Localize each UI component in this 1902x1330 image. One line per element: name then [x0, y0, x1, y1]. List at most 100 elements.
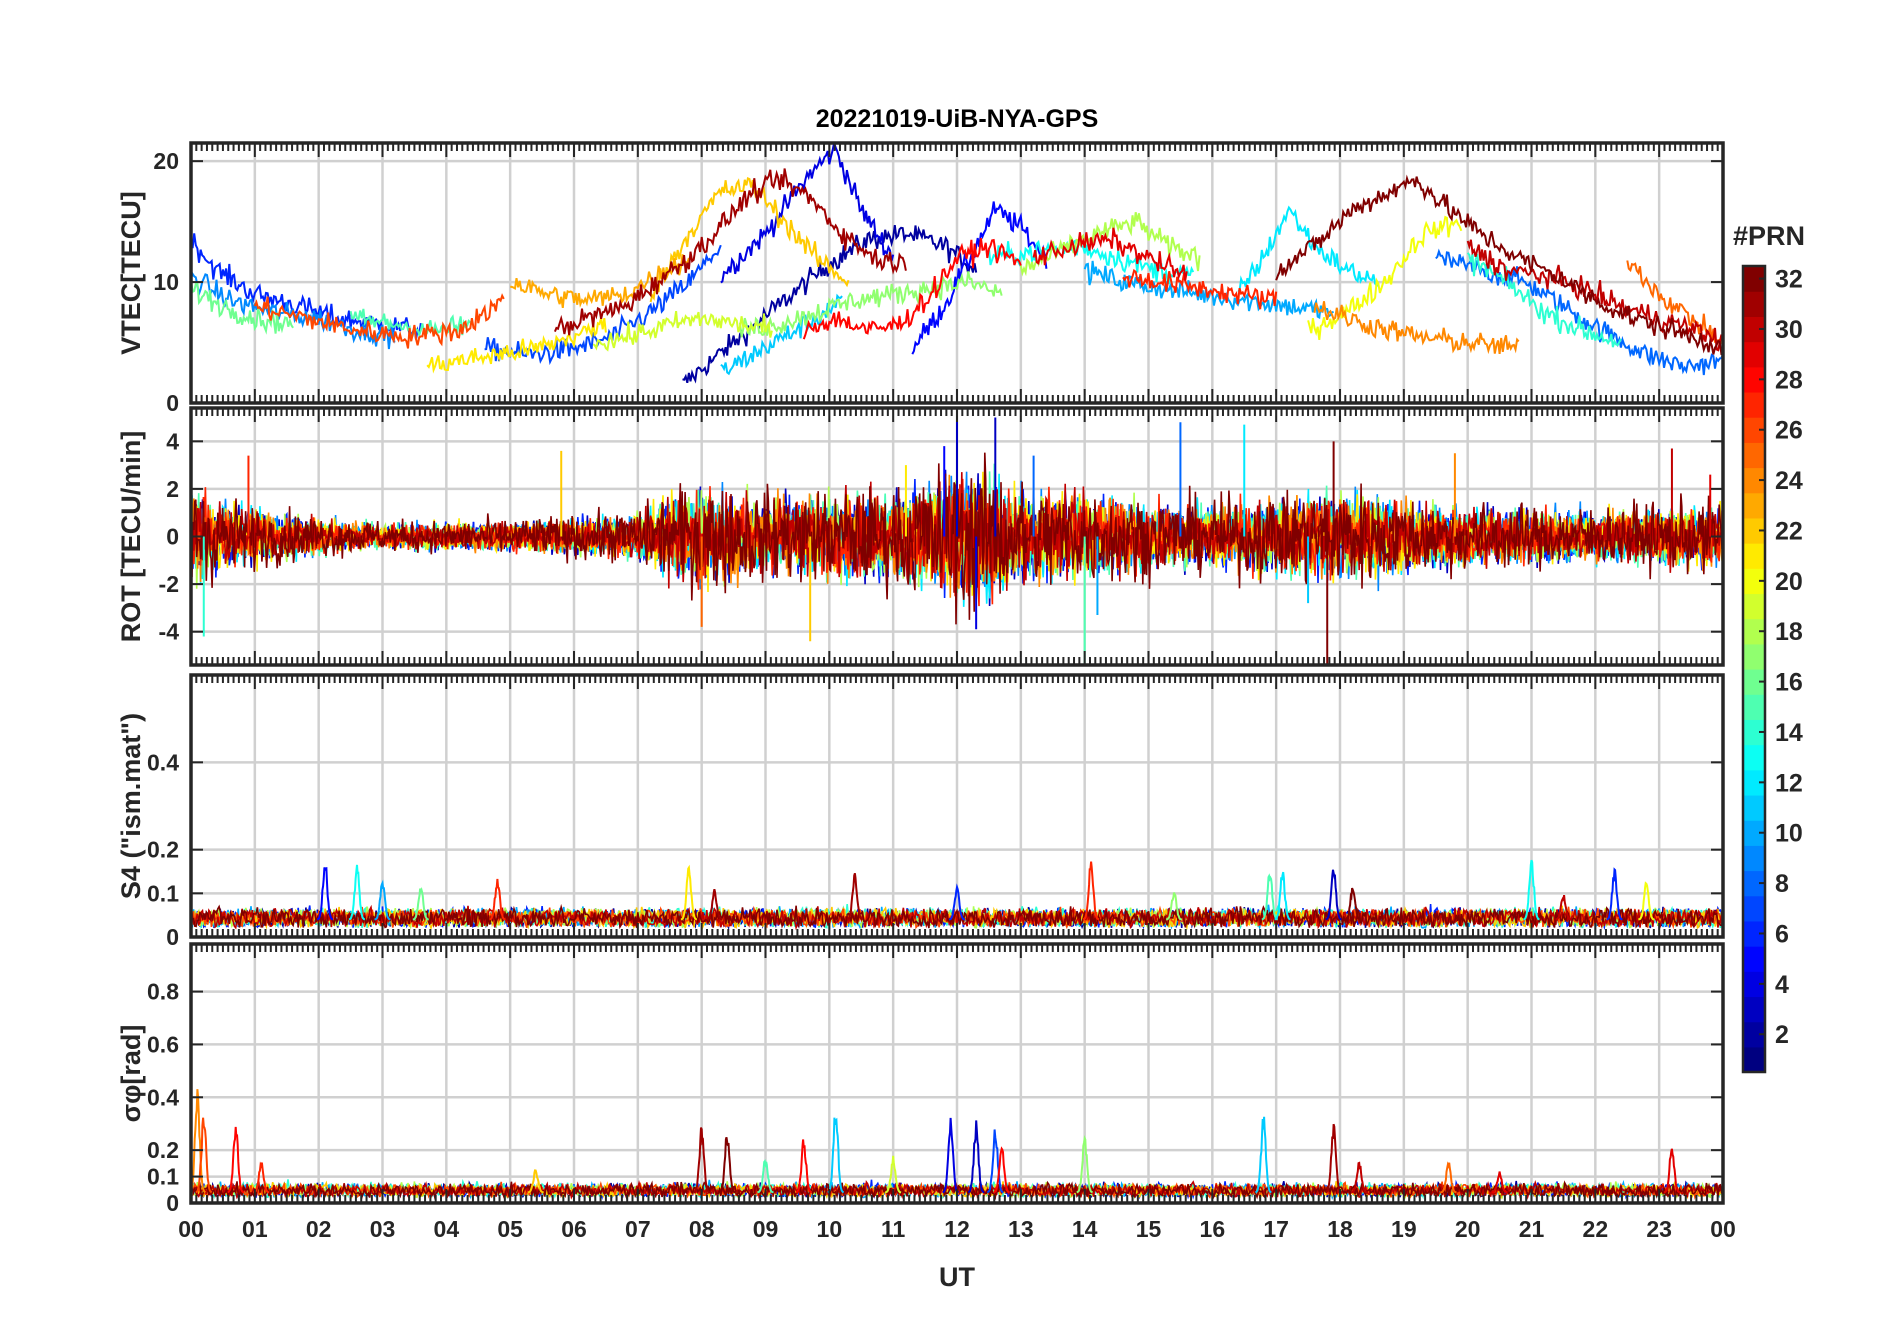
sigma_phi-spike [885, 1155, 902, 1194]
colorbar-level [1743, 971, 1765, 998]
chart-title: 20221019-UiB-NYA-GPS [816, 105, 1099, 133]
x-tick-label: 11 [881, 1216, 906, 1242]
vtec-line-prn-29 [1032, 227, 1188, 281]
colorbar-level [1743, 266, 1765, 292]
colorbar-tick-label: 28 [1775, 366, 1803, 394]
colorbar-tick-label: 14 [1775, 719, 1803, 747]
sigma_phi-spike [1440, 1161, 1457, 1194]
vtec-series [191, 143, 1723, 384]
y-tick-label: 0.2 [147, 1137, 179, 1163]
y-tick-label: 0.2 [147, 837, 179, 863]
s4-series [191, 859, 1723, 931]
sigma_phi-y-axis-label: σφ[rad] [116, 1025, 146, 1123]
vtec-line-prn-27 [1122, 268, 1278, 310]
panel-rot: -4 -2 0 2 4 ROT [TECU/min] [116, 406, 1725, 667]
colorbar-level [1743, 341, 1765, 368]
panel-vtec: 0 10 20 VTEC[TECU] [116, 141, 1725, 416]
x-tick-label: 10 [817, 1216, 843, 1242]
rot-line-prn-32 [191, 452, 1723, 625]
sigma_phi-spike [195, 1117, 213, 1194]
colorbar-level [1743, 568, 1765, 595]
x-tick-label: 05 [497, 1216, 523, 1242]
y-tick-label: 0.1 [147, 1164, 179, 1190]
x-tick-label: 00 [178, 1216, 204, 1242]
colorbar-level [1743, 291, 1765, 317]
s4-line-prn-32 [191, 903, 1723, 930]
panel-s4: 0 0.1 0.2 0.4S4 ("ism.mat") [116, 673, 1725, 950]
colorbar-tick-label: 8 [1775, 870, 1789, 898]
x-tick-label: 02 [306, 1216, 332, 1242]
colorbar-tick-label: 22 [1775, 517, 1803, 545]
s4-spike [489, 878, 506, 921]
s4-y-axis-label: S4 ("ism.mat") [116, 713, 146, 899]
vtec-line-prn-23 [510, 254, 690, 309]
panel-sigma_phi: 00.10.2 0.4 0.6 0.8σφ[rad] [116, 942, 1725, 1216]
colorbar-level [1743, 316, 1765, 343]
y-tick-label: 0 [166, 924, 179, 950]
y-tick-label: -2 [159, 571, 179, 597]
s4-spike [1523, 859, 1540, 921]
colorbar-level [1743, 669, 1765, 695]
colorbar-level [1743, 543, 1765, 569]
vtec-line-prn-32 [1275, 174, 1723, 356]
sigma_phi-spike [1076, 1135, 1093, 1194]
colorbar-tick-label: 30 [1775, 316, 1803, 344]
colorbar-level [1743, 996, 1765, 1023]
vtec-line-prn-10 [1083, 260, 1334, 320]
sigma_phi-spike [757, 1159, 774, 1194]
s4-spike [680, 864, 698, 921]
x-tick-labels: 00 01 02 03 04 05 06 07 08 09 10 11 12 13 14 15 16 17 18 19… [178, 1216, 1736, 1242]
vtec-line-prn-14 [1466, 252, 1622, 348]
x-tick-label: 18 [1327, 1216, 1353, 1242]
y-tick-label: 0 [166, 1190, 179, 1216]
x-axis-label: UT [939, 1262, 975, 1292]
x-tick-label: 01 [242, 1216, 268, 1242]
x-tick-label: 22 [1583, 1216, 1609, 1242]
y-tick-label: -4 [159, 619, 180, 645]
sigma_phi-spike [527, 1169, 544, 1194]
colorbar-level [1743, 1021, 1765, 1048]
s4-spike [412, 887, 429, 921]
vtec-line-prn-22 [649, 176, 850, 303]
sigma_phi-spike [795, 1139, 812, 1194]
colorbar-tick-label: 10 [1775, 820, 1803, 848]
colorbar-level [1743, 895, 1765, 922]
x-tick-label: 09 [753, 1216, 779, 1242]
colorbar-level [1743, 946, 1765, 972]
colorbar-tick-label: 4 [1775, 971, 1789, 999]
x-tick-label: 13 [1008, 1216, 1034, 1242]
s4-spike [706, 888, 723, 921]
s4-spike [348, 864, 366, 921]
s4-spike [1261, 873, 1278, 921]
sigma_phi-spike [942, 1117, 959, 1194]
colorbar-level [1743, 593, 1765, 620]
vtec-line-prn-28 [802, 238, 1022, 340]
colorbar-level [1743, 391, 1765, 418]
colorbar-tick-label: 2 [1775, 1021, 1789, 1049]
colorbar-level [1743, 845, 1765, 872]
colorbar-level [1743, 366, 1765, 393]
y-tick-label: 0.8 [147, 979, 179, 1005]
vtec-line-prn-31 [553, 168, 907, 336]
vtec-line-prn-26 [253, 293, 505, 349]
y-tick-label: 0.6 [147, 1031, 179, 1057]
colorbar-level [1743, 719, 1765, 746]
y-tick-label: 0 [166, 390, 179, 416]
s4-spike [1344, 887, 1361, 921]
colorbar-frame [1741, 264, 1767, 1074]
x-tick-label: 07 [625, 1216, 651, 1242]
colorbar-label: #PRN [1733, 221, 1805, 251]
colorbar-level [1743, 744, 1765, 771]
sigma_phi-spike [1351, 1161, 1368, 1194]
y-tick-label: 10 [153, 269, 179, 295]
vtec-y-axis-label: VTEC[TECU] [116, 191, 146, 355]
sigma_phi-spike [693, 1127, 710, 1194]
sigma_phi-spike [967, 1120, 985, 1194]
vtec-line-prn-17 [739, 271, 1003, 338]
s4-spike [846, 872, 863, 921]
colorbar-level [1743, 492, 1765, 519]
sigma_phi-spike [1491, 1171, 1508, 1194]
x-tick-label: 19 [1391, 1216, 1417, 1242]
colorbar-level [1743, 643, 1765, 670]
